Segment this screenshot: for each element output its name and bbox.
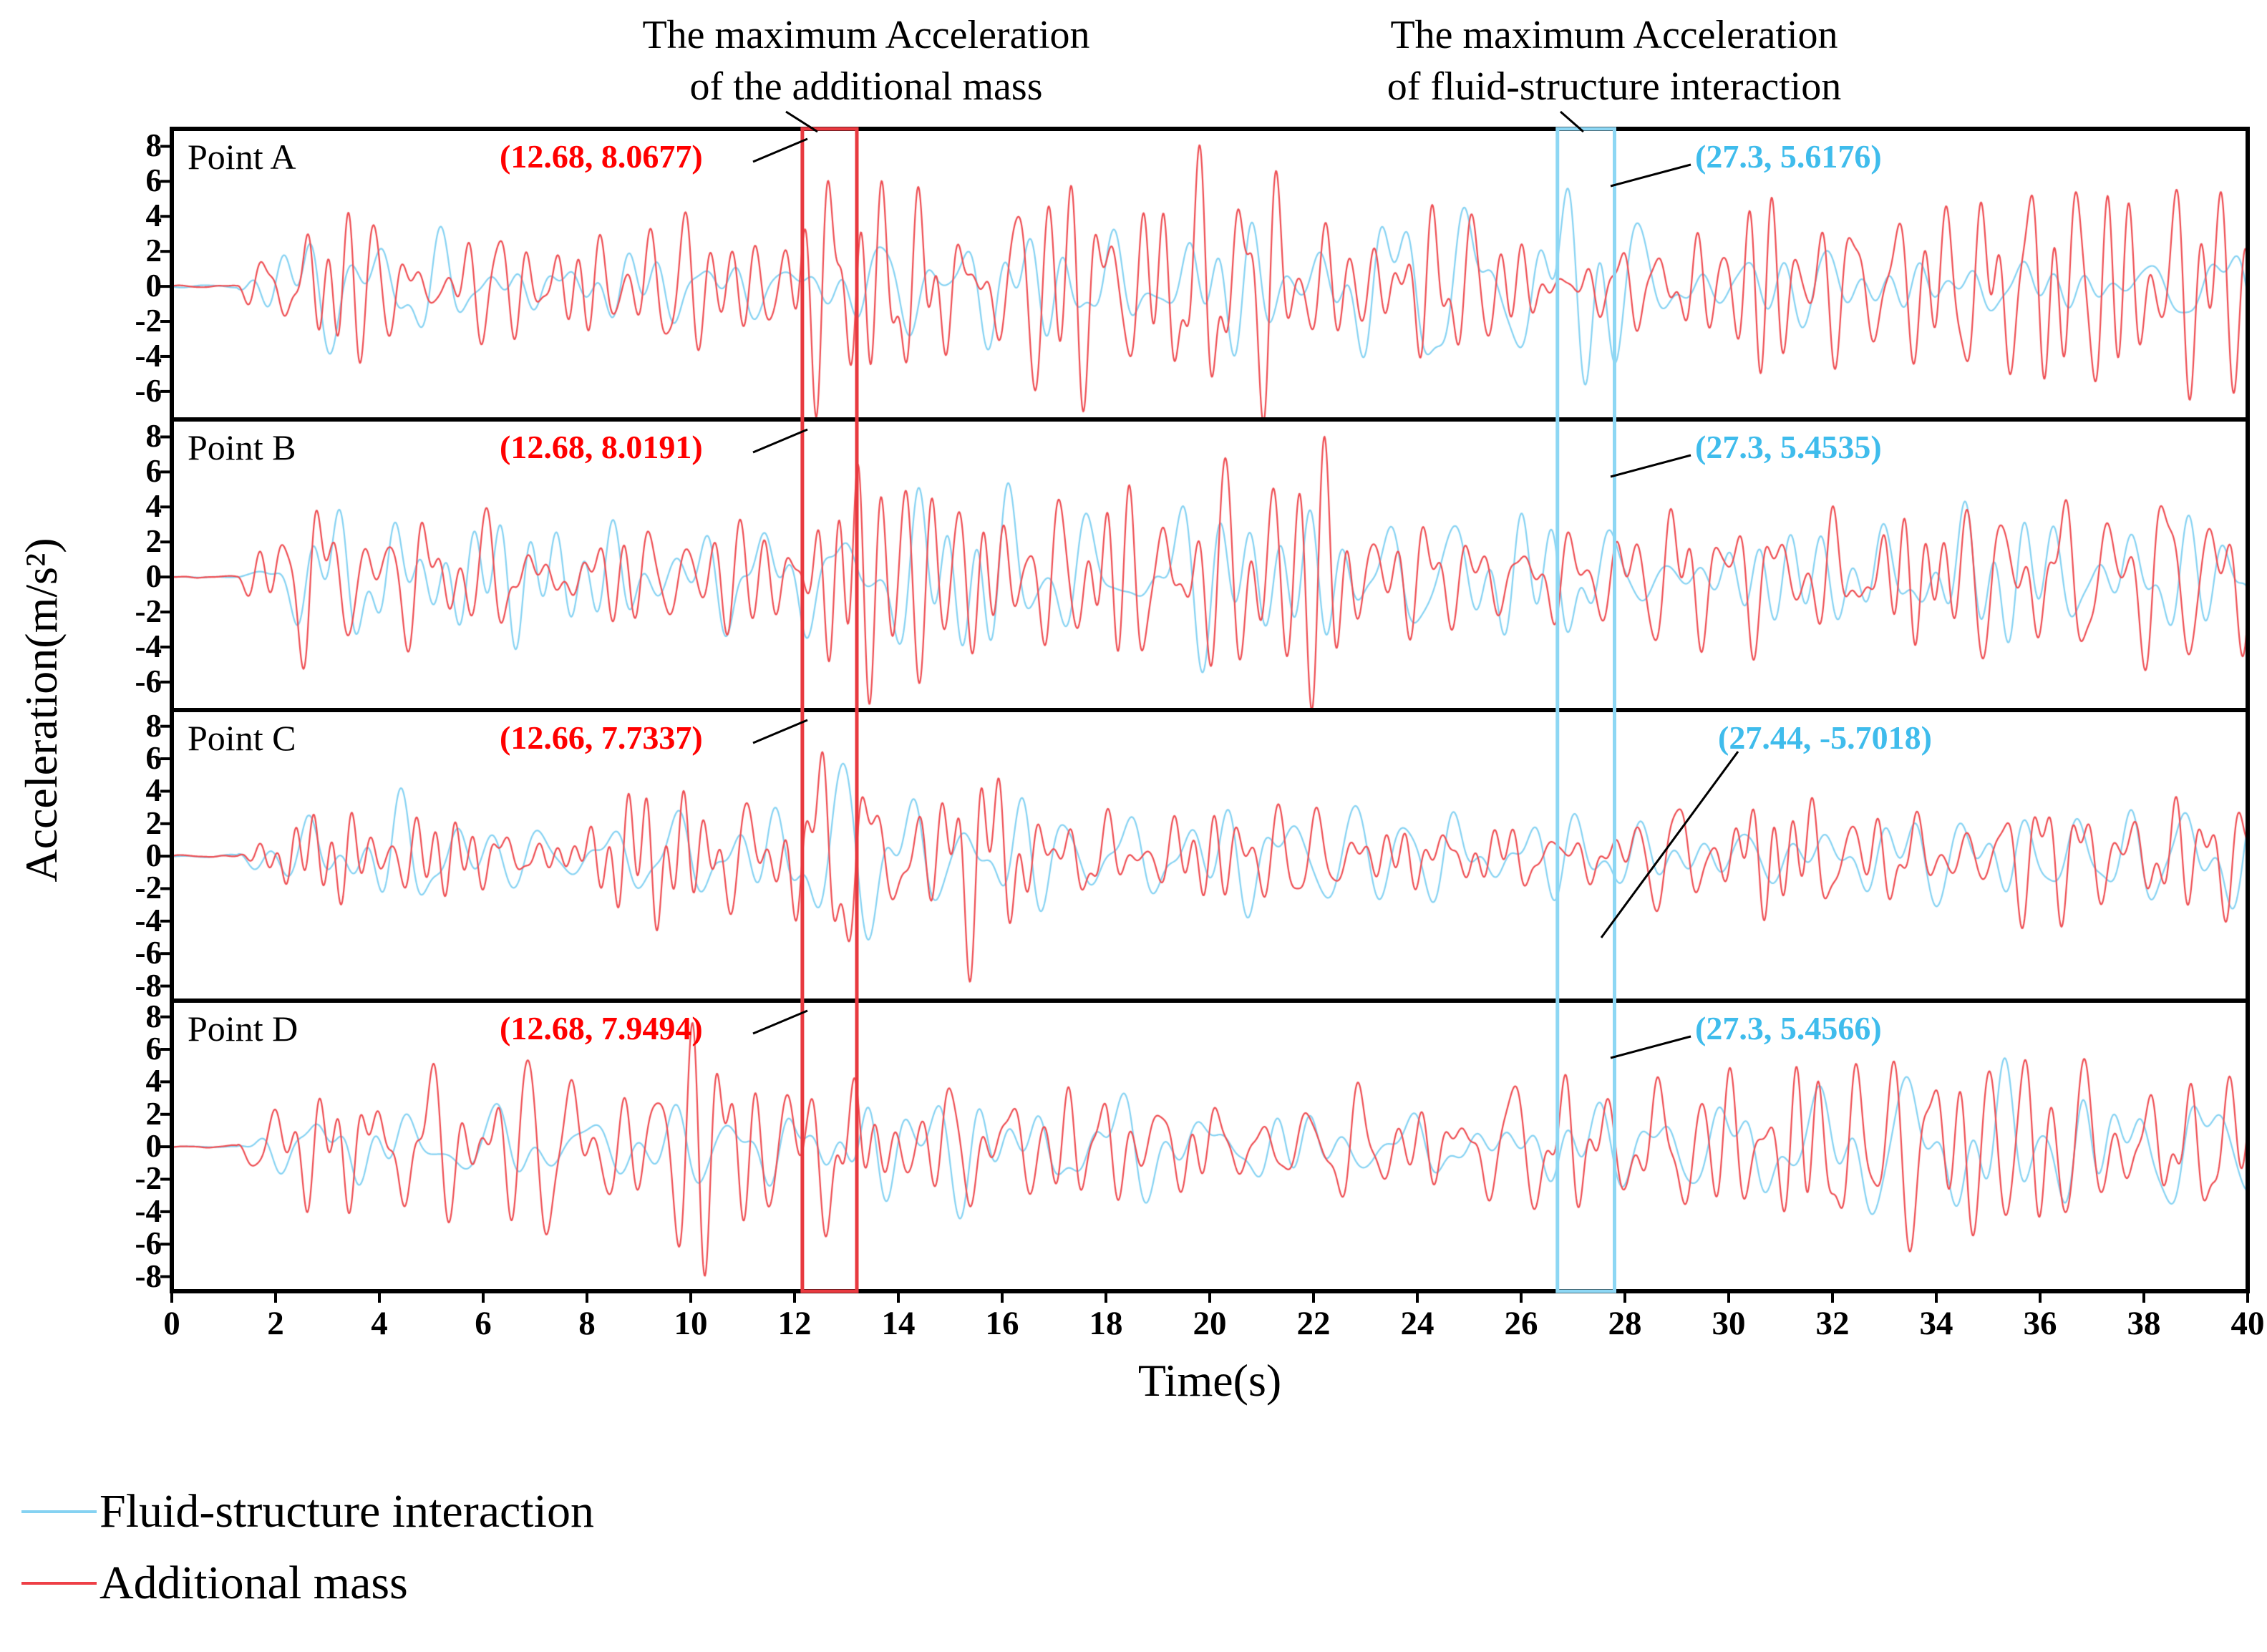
y-tick-label: 2 xyxy=(145,1095,162,1132)
x-tick-label: 22 xyxy=(1296,1305,1331,1342)
y-tick-label: 2 xyxy=(145,523,162,560)
y-tick-label: 6 xyxy=(145,1031,162,1067)
x-tick-label: 26 xyxy=(1504,1305,1538,1342)
y-tick-label: -4 xyxy=(135,902,162,938)
x-tick-label: 34 xyxy=(1919,1305,1953,1342)
legend-label-additional-mass: Additional mass xyxy=(99,1557,408,1609)
panel-label-point-a: Point A xyxy=(188,137,296,177)
y-tick-label: 8 xyxy=(145,127,162,164)
max-fsi-annotation-b: (27.3, 5.4535) xyxy=(1695,429,1882,465)
panel-label-point-d: Point D xyxy=(188,1009,298,1049)
y-tick-label: -2 xyxy=(135,303,162,339)
y-tick-label: 4 xyxy=(145,488,162,525)
x-tick-label: 10 xyxy=(674,1305,708,1342)
max-fsi-annotation-c: (27.44, -5.7018) xyxy=(1718,719,1932,756)
x-tick-label: 0 xyxy=(163,1305,180,1342)
y-tick-label: -4 xyxy=(135,1192,162,1229)
max-fsi-annotation-a: (27.3, 5.6176) xyxy=(1695,138,1882,175)
y-tick-label: 0 xyxy=(145,268,162,304)
x-tick-label: 2 xyxy=(267,1305,284,1342)
y-tick-label: 6 xyxy=(145,740,162,777)
x-tick-label: 40 xyxy=(2230,1305,2265,1342)
waveform-canvas-point-c xyxy=(172,710,2248,1001)
y-tick-label: -2 xyxy=(135,593,162,630)
x-tick-label: 24 xyxy=(1400,1305,1435,1342)
y-tick-label: 4 xyxy=(145,772,162,809)
waveform-canvas-point-b xyxy=(172,419,2248,710)
y-tick-label: -4 xyxy=(135,337,162,374)
y-tick-label: 4 xyxy=(145,1063,162,1099)
y-tick-label: -6 xyxy=(135,935,162,971)
y-tick-label: 8 xyxy=(145,418,162,455)
max-fsi-annotation-d: (27.3, 5.4566) xyxy=(1695,1010,1882,1046)
y-tick-label: -6 xyxy=(135,663,162,699)
y-tick-label: -6 xyxy=(135,1225,162,1262)
panel-point-a: Point A (12.68, 8.0677) (27.3, 5.6176) xyxy=(172,129,2248,419)
x-axis-label: Time(s) xyxy=(1137,1355,1282,1406)
y-tick-label: 6 xyxy=(145,453,162,490)
max-additional-mass-annotation-b: (12.68, 8.0191) xyxy=(500,429,703,465)
x-tick-label: 30 xyxy=(1712,1305,1746,1342)
x-tick-label: 32 xyxy=(1815,1305,1850,1342)
annotation-title-additional-mass-max: The maximum Acceleration of the addition… xyxy=(642,13,1090,109)
y-tick-label: -8 xyxy=(135,967,162,1004)
y-tick-label: 2 xyxy=(145,805,162,841)
x-tick-label: 18 xyxy=(1089,1305,1123,1342)
y-tick-label: 0 xyxy=(145,558,162,595)
x-tick-label: 14 xyxy=(881,1305,916,1342)
y-tick-label: -4 xyxy=(135,628,162,664)
legend-item-fsi: Fluid-structure interaction xyxy=(21,1476,594,1547)
x-tick-label: 16 xyxy=(985,1305,1019,1342)
y-tick-label: 8 xyxy=(145,998,162,1034)
legend: Fluid-structure interaction Additional m… xyxy=(21,1476,594,1619)
max-additional-mass-annotation-a: (12.68, 8.0677) xyxy=(500,138,703,175)
waveform-canvas-point-a xyxy=(172,129,2248,419)
y-tick-label: 0 xyxy=(145,837,162,874)
fsi-line-sample xyxy=(21,1510,97,1513)
x-tick-label: 6 xyxy=(475,1305,492,1342)
max-additional-mass-annotation-d: (12.68, 7.9494) xyxy=(500,1010,703,1046)
panel-point-b: Point B (12.68, 8.0191) (27.3, 5.4535) xyxy=(172,419,2248,710)
y-tick-label: 8 xyxy=(145,707,162,744)
y-tick-label: -8 xyxy=(135,1258,162,1294)
x-tick-label: 38 xyxy=(2127,1305,2161,1342)
legend-item-additional-mass: Additional mass xyxy=(21,1547,594,1619)
y-tick-label: 4 xyxy=(145,198,162,234)
x-tick-label: 4 xyxy=(371,1305,388,1342)
x-tick-label: 20 xyxy=(1193,1305,1227,1342)
y-tick-label: -2 xyxy=(135,1160,162,1197)
additional-mass-line-sample xyxy=(21,1582,97,1585)
panel-label-point-b: Point B xyxy=(188,427,296,467)
annotation-title-fsi-max: The maximum Acceleration of fluid-struct… xyxy=(1387,13,1842,109)
x-tick-label: 12 xyxy=(777,1305,812,1342)
y-tick-label: -2 xyxy=(135,870,162,906)
waveform-canvas-point-d xyxy=(172,1001,2248,1291)
panel-point-c: Point C (12.66, 7.7337) (27.44, -5.7018) xyxy=(172,710,2248,1001)
x-tick-label: 8 xyxy=(578,1305,596,1342)
y-tick-label: 6 xyxy=(145,162,162,199)
x-tick-label: 28 xyxy=(1608,1305,1642,1342)
legend-label-fsi: Fluid-structure interaction xyxy=(99,1485,594,1537)
y-tick-label: 2 xyxy=(145,233,162,269)
panel-label-point-c: Point C xyxy=(188,718,296,758)
max-additional-mass-annotation-c: (12.66, 7.7337) xyxy=(500,719,703,756)
panel-point-d: Point D (12.68, 7.9494) (27.3, 5.4566) xyxy=(172,1001,2248,1291)
x-tick-label: 36 xyxy=(2023,1305,2057,1342)
y-tick-label: 0 xyxy=(145,1128,162,1165)
y-tick-label: -6 xyxy=(135,372,162,409)
